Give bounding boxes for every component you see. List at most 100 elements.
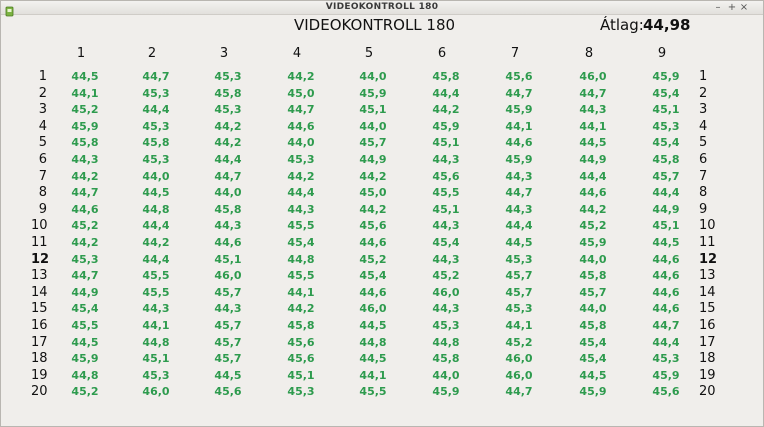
measurement-cell: 44,7 (71, 269, 99, 283)
measurement-cell: 44,5 (652, 236, 680, 249)
row-label-left: 11 (31, 235, 48, 250)
measurement-cell: 45,1 (142, 352, 170, 366)
measurement-cell: 45,6 (505, 70, 533, 83)
measurement-cell: 44,4 (432, 86, 460, 100)
measurement-cell: 44,4 (142, 103, 170, 117)
measurement-cell: 45,4 (579, 335, 607, 349)
row-label-left: 18 (31, 351, 48, 367)
measurement-cell: 44,2 (359, 169, 387, 183)
measurement-cell: 44,3 (214, 219, 242, 233)
measurement-cell: 45,8 (142, 136, 170, 150)
measurement-cell: 45,9 (359, 86, 387, 100)
row-label-right: 3 (699, 102, 708, 118)
measurement-cell: 44,6 (652, 252, 680, 266)
measurement-cell: 45,3 (505, 252, 533, 266)
measurement-cell: 45,4 (652, 86, 680, 100)
measurement-cell: 45,7 (214, 352, 242, 366)
measurement-cell: 44,5 (579, 136, 607, 150)
measurement-cell: 44,2 (214, 136, 242, 150)
row-label-left: 13 (31, 268, 48, 284)
measurement-cell: 45,3 (214, 70, 242, 83)
measurement-cell: 44,9 (71, 285, 99, 299)
measurement-cell: 44,3 (432, 252, 460, 266)
row-label-left: 5 (38, 135, 47, 151)
measurement-cell: 45,2 (505, 335, 533, 349)
measurement-cell: 44,5 (359, 352, 387, 366)
row-label-left: 16 (31, 318, 48, 333)
measurement-cell: 44,9 (579, 153, 607, 166)
row-label-right: 11 (699, 235, 716, 250)
measurement-cell: 45,1 (359, 103, 387, 117)
measurement-cell: 45,4 (287, 236, 315, 249)
average-value: 44,98 (643, 16, 691, 34)
measurement-cell: 44,8 (142, 202, 170, 216)
measurement-cell: 45,3 (652, 352, 680, 366)
measurement-cell: 45,3 (142, 86, 170, 100)
row-label-right: 20 (699, 384, 716, 400)
measurement-cell: 44,6 (214, 236, 242, 249)
measurement-cell: 44,3 (432, 219, 460, 233)
measurement-cell: 46,0 (505, 352, 533, 366)
measurement-cell: 44,8 (71, 368, 99, 382)
measurement-cell: 45,9 (71, 119, 99, 133)
row-label-right: 7 (699, 168, 708, 184)
measurement-cell: 45,6 (287, 352, 315, 366)
measurement-cell: 44,6 (652, 302, 680, 316)
measurement-cell: 44,3 (432, 302, 460, 316)
maximize-icon[interactable]: + (727, 2, 737, 13)
measurement-cell: 45,7 (359, 136, 387, 150)
column-header: 8 (584, 46, 594, 61)
measurement-cell: 44,8 (142, 335, 170, 349)
measurement-cell: 45,3 (142, 153, 170, 166)
measurement-cell: 45,2 (359, 252, 387, 266)
measurement-cell: 45,6 (287, 335, 315, 349)
row-label-left: 12 (31, 251, 50, 267)
measurement-cell: 44,7 (71, 186, 99, 200)
window-title: VIDEOKONTROLL 180 (325, 2, 439, 12)
close-icon[interactable]: × (739, 2, 749, 13)
measurement-cell: 44,0 (287, 136, 315, 150)
measurement-cell: 44,4 (652, 186, 680, 200)
measurement-cell: 45,7 (505, 269, 533, 283)
measurement-cell: 45,5 (432, 186, 460, 200)
measurement-cell: 45,7 (214, 319, 242, 332)
minimize-icon[interactable]: – (715, 2, 721, 13)
row-label-left: 1 (38, 69, 47, 84)
measurement-cell: 44,2 (71, 169, 99, 183)
measurement-cell: 45,9 (652, 70, 680, 83)
row-label-right: 14 (699, 284, 716, 300)
measurement-cell: 44,5 (505, 236, 533, 249)
measurement-cell: 44,3 (432, 153, 460, 166)
measurement-cell: 45,9 (505, 103, 533, 117)
measurement-cell: 44,1 (579, 119, 607, 133)
measurement-cell: 45,7 (505, 285, 533, 299)
column-header: 9 (657, 46, 667, 61)
measurement-cell: 46,0 (214, 269, 242, 283)
measurement-cell: 44,1 (142, 319, 170, 332)
measurement-cell: 45,1 (214, 252, 242, 266)
measurement-cell: 44,0 (432, 368, 460, 382)
measurement-cell: 44,2 (359, 202, 387, 216)
measurement-cell: 45,3 (142, 119, 170, 133)
measurement-cell: 45,6 (652, 385, 680, 399)
measurement-cell: 44,2 (287, 70, 315, 83)
measurement-cell: 44,7 (652, 319, 680, 332)
row-label-right: 4 (699, 118, 708, 134)
measurement-cell: 44,6 (579, 186, 607, 200)
measurement-cell: 45,4 (71, 302, 99, 316)
measurement-cell: 44,6 (359, 285, 387, 299)
row-label-left: 19 (31, 367, 48, 383)
row-label-left: 6 (38, 152, 47, 167)
row-label-left: 20 (31, 384, 48, 400)
measurement-cell: 45,4 (432, 236, 460, 249)
row-label-right: 15 (699, 301, 716, 317)
measurement-cell: 46,0 (505, 368, 533, 382)
measurement-cell: 44,3 (287, 202, 315, 216)
measurement-cell: 44,2 (142, 236, 170, 249)
column-header: 5 (364, 46, 374, 61)
measurement-cell: 44,3 (505, 169, 533, 183)
measurement-cell: 44,2 (71, 236, 99, 249)
measurement-cell: 45,5 (142, 285, 170, 299)
row-label-left: 4 (38, 118, 47, 134)
